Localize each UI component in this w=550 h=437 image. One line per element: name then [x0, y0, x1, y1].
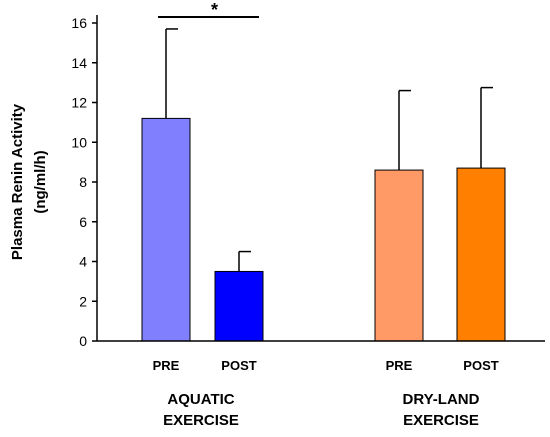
y-tick-label: 0 — [79, 333, 87, 349]
y-axis-title: Plasma Renin Activity (ng/ml/h) — [9, 103, 49, 260]
y-tick-label: 6 — [79, 214, 87, 230]
y-tick-label: 16 — [71, 15, 87, 31]
axes — [96, 15, 545, 342]
bar-1 — [214, 270, 264, 342]
y-axis-ticks: 0 2 4 6 8 10 12 14 16 — [71, 15, 97, 349]
category-label: POST — [221, 358, 256, 373]
category-label: PRE — [153, 358, 180, 373]
y-tick-label: 2 — [79, 293, 87, 309]
y-tick-label: 14 — [71, 55, 87, 71]
bar-0 — [141, 117, 191, 342]
group-label-line2: EXERCISE — [163, 412, 239, 429]
bar-2 — [374, 169, 424, 342]
y-tick-label: 4 — [79, 254, 87, 270]
y-axis-title-line2: (ng/ml/h) — [32, 150, 49, 213]
category-label: POST — [463, 358, 498, 373]
group-label-line1: DRY-LAND — [403, 391, 480, 408]
category-labels: PRE POST PRE POST — [153, 358, 499, 373]
category-label: PRE — [386, 358, 413, 373]
significance-asterisk: * — [211, 0, 218, 20]
y-tick-label: 10 — [71, 134, 87, 150]
bar-3 — [456, 167, 506, 342]
bars — [141, 117, 506, 342]
y-tick-label: 12 — [71, 95, 87, 111]
error-bars — [165, 28, 493, 272]
group-labels: AQUATIC EXERCISE DRY-LAND EXERCISE — [163, 391, 480, 429]
y-axis-title-line1: Plasma Renin Activity — [9, 103, 26, 260]
group-label-line2: EXERCISE — [403, 412, 479, 429]
group-label-line1: AQUATIC — [167, 391, 234, 408]
y-tick-label: 8 — [79, 174, 87, 190]
significance-marker: * — [158, 0, 259, 20]
